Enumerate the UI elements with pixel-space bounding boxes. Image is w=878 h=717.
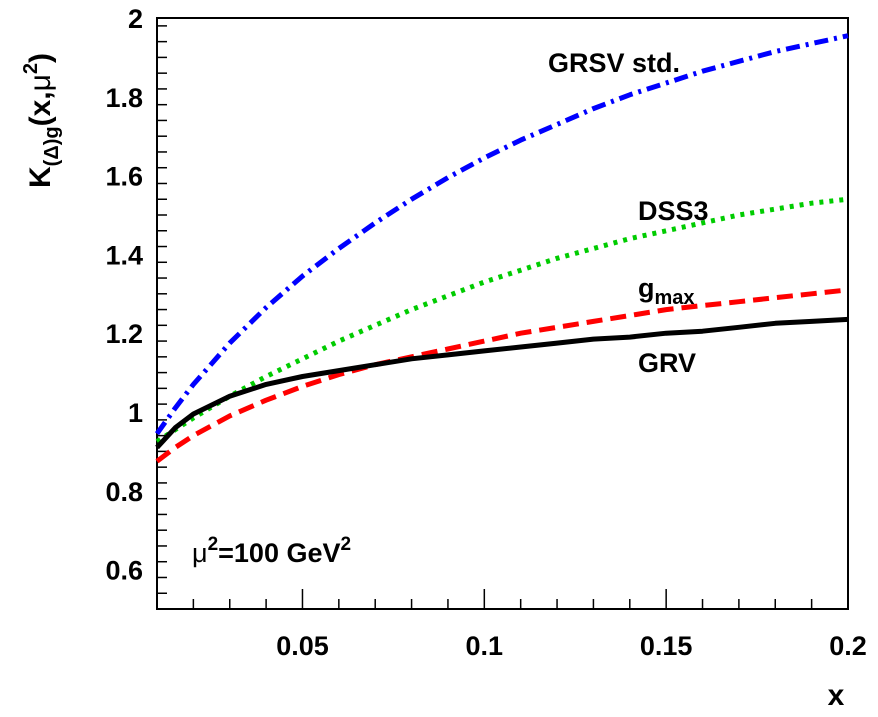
series-line-grsv-std bbox=[154, 33, 849, 436]
x-axis-title: x bbox=[828, 679, 845, 712]
annotation-mu2: μ2=100 GeV2 bbox=[192, 534, 351, 568]
y-tick-label: 2 bbox=[128, 4, 143, 34]
label-gmax: gmax bbox=[638, 273, 695, 309]
y-tick-label: 1 bbox=[128, 398, 143, 428]
y-tick-label: 1.8 bbox=[105, 83, 143, 113]
axis-ticks bbox=[156, 25, 849, 610]
label-grv: GRV bbox=[638, 348, 696, 378]
annotation-text: =100 GeV bbox=[218, 538, 340, 568]
label-dss3: DSS3 bbox=[638, 196, 709, 226]
y-tick-label: 1.4 bbox=[105, 240, 143, 270]
label-grsv-std: GRSV std. bbox=[548, 48, 680, 78]
y-title-main: K bbox=[24, 166, 57, 188]
y-tick-label: 0.8 bbox=[105, 477, 143, 507]
series-line-dss3 bbox=[155, 196, 849, 444]
x-tick-label: 0.2 bbox=[829, 631, 867, 661]
plot-frame bbox=[156, 17, 849, 610]
label-gmax-main: g bbox=[638, 273, 655, 303]
annotation-mu: μ bbox=[192, 538, 208, 568]
x-tick-label: 0.15 bbox=[640, 631, 693, 661]
y-title-args-open: (x, bbox=[24, 91, 57, 126]
y-tick-label: 1.6 bbox=[105, 162, 143, 192]
series-layer bbox=[154, 33, 849, 464]
y-tick-label: 1.2 bbox=[105, 319, 143, 349]
annotation-sup1: 2 bbox=[208, 534, 219, 555]
series-line-grv bbox=[155, 316, 849, 450]
y-tick-label: 0.6 bbox=[105, 556, 143, 586]
y-title-sub: (Δ)g bbox=[41, 126, 63, 166]
label-gmax-sub: max bbox=[655, 287, 695, 309]
y-title-args-close: ) bbox=[24, 53, 57, 63]
y-axis-title: K(Δ)g(x,μ2) bbox=[20, 53, 63, 188]
tick-labels: 0.05 0.1 0.15 0.2 0.6 0.8 1 1.2 1.4 1.6 1.8 2 bbox=[105, 4, 866, 661]
y-title-sup: 2 bbox=[20, 63, 42, 74]
y-title-mu: μ bbox=[24, 74, 57, 91]
x-tick-label: 0.1 bbox=[466, 631, 504, 661]
annotation-sup2: 2 bbox=[340, 534, 351, 555]
series-line-g-max bbox=[155, 287, 849, 464]
x-tick-label: 0.05 bbox=[276, 631, 329, 661]
